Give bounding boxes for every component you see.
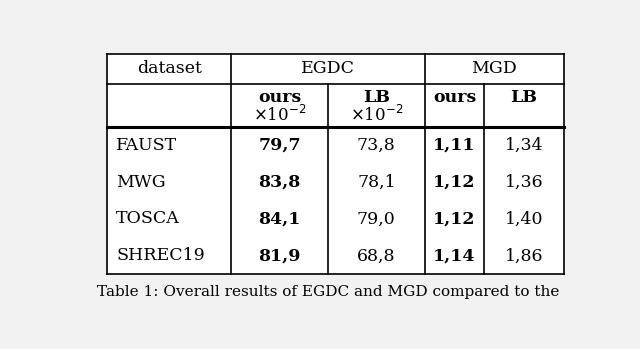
Text: 1,12: 1,12: [433, 173, 476, 191]
Text: 73,8: 73,8: [357, 137, 396, 154]
Text: 1,40: 1,40: [505, 210, 543, 228]
Text: 1,34: 1,34: [504, 137, 543, 154]
Bar: [108, 54, 564, 274]
Text: $\times$10$^{-2}$: $\times$10$^{-2}$: [253, 105, 307, 125]
Text: TOSCA: TOSCA: [116, 210, 180, 228]
Text: 79,7: 79,7: [259, 137, 301, 154]
Text: 78,1: 78,1: [357, 173, 396, 191]
Text: SHREC19: SHREC19: [116, 247, 205, 265]
Text: 1,14: 1,14: [433, 247, 476, 265]
Text: 1,86: 1,86: [505, 247, 543, 265]
Text: FAUST: FAUST: [116, 137, 177, 154]
Text: ours: ours: [258, 89, 301, 106]
Text: MWG: MWG: [116, 173, 166, 191]
Text: LB: LB: [363, 89, 390, 106]
Text: 68,8: 68,8: [357, 247, 396, 265]
Text: dataset: dataset: [137, 60, 202, 77]
Text: 1,12: 1,12: [433, 210, 476, 228]
Text: Table 1: Overall results of EGDC and MGD compared to the: Table 1: Overall results of EGDC and MGD…: [97, 285, 559, 299]
Text: LB: LB: [511, 89, 538, 106]
Text: 84,1: 84,1: [259, 210, 301, 228]
Text: ours: ours: [433, 89, 476, 106]
Text: 79,0: 79,0: [357, 210, 396, 228]
Text: EGDC: EGDC: [301, 60, 355, 77]
Text: 81,9: 81,9: [259, 247, 301, 265]
Text: 1,36: 1,36: [504, 173, 543, 191]
Text: 1,11: 1,11: [433, 137, 476, 154]
Text: $\times$10$^{-2}$: $\times$10$^{-2}$: [349, 105, 403, 125]
Text: MGD: MGD: [471, 60, 517, 77]
Text: 83,8: 83,8: [259, 173, 301, 191]
